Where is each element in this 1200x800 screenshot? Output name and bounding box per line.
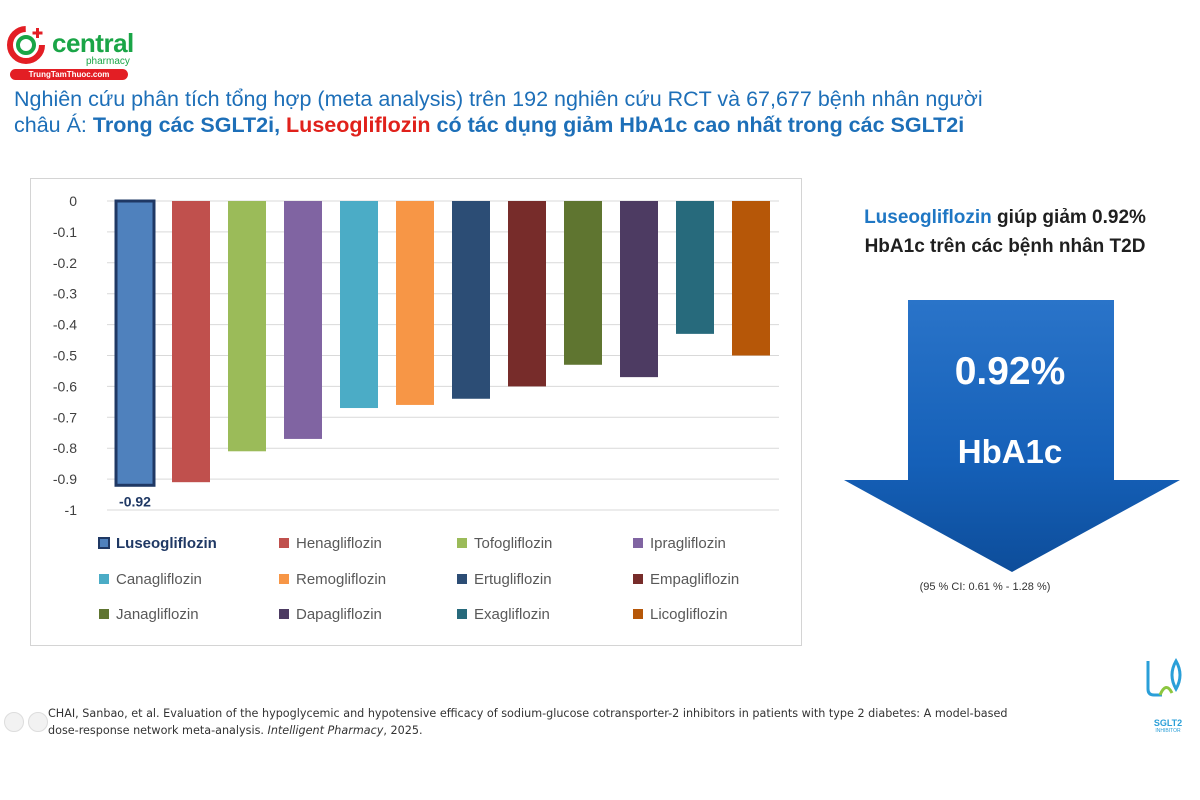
bar-dapagliflozin: [620, 201, 658, 378]
citation: CHAI, Sanbao, et al. Evaluation of the h…: [48, 705, 1138, 739]
prev-slide-icon[interactable]: [4, 712, 24, 732]
legend-swatch: [633, 609, 643, 619]
citation-year: , 2025.: [383, 724, 423, 737]
citation-line-1: CHAI, Sanbao, et al. Evaluation of the h…: [48, 707, 1008, 720]
legend-swatch: [279, 574, 289, 584]
legend-label: Luseogliflozin: [116, 535, 217, 552]
legend-swatch: [633, 538, 643, 548]
bar-ertugliflozin: [452, 201, 490, 399]
bar-janagliflozin: [564, 201, 602, 365]
brand-logo: central pharmacy TrungTamThuoc.com: [6, 20, 134, 82]
legend-label: Ertugliflozin: [474, 571, 552, 588]
legend-label: Licogliflozin: [650, 606, 728, 623]
bar-exagliflozin: [676, 201, 714, 334]
down-arrow-icon: [844, 300, 1180, 572]
legend-label: Henagliflozin: [296, 535, 382, 552]
citation-journal: Intelligent Pharmacy: [267, 724, 384, 737]
headline-line-2: HbA1c trên các bệnh nhân T2D: [864, 236, 1146, 257]
next-slide-icon[interactable]: [28, 712, 48, 732]
y-tick-label: -0.7: [53, 409, 77, 425]
bar-canagliflozin: [340, 201, 378, 409]
legend-swatch: [457, 574, 467, 584]
sglt2-logo-sub: INHIBITOR: [1155, 728, 1181, 734]
y-tick-label: -1: [65, 502, 78, 518]
data-label: -0.92: [119, 493, 151, 509]
title-line-1: Nghiên cứu phân tích tổng hợp (meta anal…: [14, 87, 983, 111]
headline-line-1: Luseogliflozin giúp giảm 0.92%: [820, 203, 1190, 232]
legend-label: Remogliflozin: [296, 571, 386, 588]
legend-swatch: [98, 537, 110, 549]
legend-label: Empagliflozin: [650, 571, 739, 588]
y-tick-label: -0.5: [53, 348, 77, 364]
legend-swatch: [457, 609, 467, 619]
legend-label: Canagliflozin: [116, 571, 202, 588]
legend-label: Dapagliflozin: [296, 606, 382, 623]
bar-chart-svg: 0 -0.1 -0.2 -0.3 -0.4 -0.5 -0.6 -0.7 -0.8 -0.9 -1 -…: [53, 193, 779, 623]
legend-swatch: [99, 574, 109, 584]
y-tick-label: -0.2: [53, 255, 77, 271]
y-tick-label: 0: [69, 193, 77, 209]
bar-empagliflozin: [508, 201, 546, 387]
result-headline: Luseogliflozin giúp giảm 0.92% HbA1c trê…: [820, 203, 1190, 261]
y-tick-label: -0.3: [53, 286, 77, 302]
bar-remogliflozin: [396, 201, 434, 405]
headline-reduction: giúp giảm 0.92%: [991, 207, 1146, 228]
confidence-interval: (95 % CI: 0.61 % - 1.28 %): [919, 581, 1051, 593]
sglt2-logo-title: SGLT2: [1153, 718, 1183, 728]
bar-henagliflozin: [172, 201, 210, 483]
sglt2-logo-text: SGLT2 INHIBITOR: [1146, 718, 1190, 734]
title-line-2: châu Á: Trong các SGLT2i, Luseogliflozin…: [14, 112, 1184, 138]
bar-licogliflozin: [732, 201, 770, 356]
arrow-label: HbA1c: [957, 433, 1063, 470]
y-tick-label: -0.4: [53, 317, 77, 333]
legend-label: Ipragliflozin: [650, 535, 726, 552]
legend-swatch: [99, 609, 109, 619]
arrow-value: 0.92%: [954, 350, 1066, 393]
title-prefix: châu Á:: [14, 113, 93, 137]
y-tick-label: -0.1: [53, 224, 77, 240]
legend-label: Janagliflozin: [116, 606, 199, 623]
y-tick-label: -0.8: [53, 440, 77, 456]
bar-ipragliflozin: [284, 201, 322, 439]
bar-tofogliflozin: [228, 201, 266, 452]
legend-swatch: [633, 574, 643, 584]
bar-luseogliflozin: [114, 199, 156, 487]
brand-url[interactable]: TrungTamThuoc.com: [10, 69, 128, 80]
y-tick-label: -0.6: [53, 378, 77, 394]
legend-swatch: [279, 609, 289, 619]
title-highlight: Luseogliflozin: [286, 113, 431, 137]
title-bold: Trong các SGLT2i,: [92, 113, 287, 137]
brand-sub: pharmacy: [86, 56, 130, 67]
y-tick-label: -0.9: [53, 471, 77, 487]
legend-label: Exagliflozin: [474, 606, 550, 623]
legend-label: Tofogliflozin: [474, 535, 552, 552]
sglt2-inhibitor-logo-icon: [1146, 657, 1182, 697]
citation-line-2: dose-response network meta-analysis. Int…: [48, 722, 1138, 739]
headline-drug: Luseogliflozin: [864, 207, 992, 228]
bar-chart: 0 -0.1 -0.2 -0.3 -0.4 -0.5 -0.6 -0.7 -0.8 -0.9 -1 -…: [30, 178, 802, 646]
citation-title-end: dose-response network meta-analysis.: [48, 724, 268, 737]
brand-name: central: [52, 28, 134, 58]
legend-swatch: [279, 538, 289, 548]
central-pharmacy-logo-icon: [7, 26, 45, 64]
page-title: Nghiên cứu phân tích tổng hợp (meta anal…: [14, 86, 1184, 138]
legend-swatch: [457, 538, 467, 548]
title-rest: có tác dụng giảm HbA1c cao nhất trong cá…: [430, 113, 965, 137]
